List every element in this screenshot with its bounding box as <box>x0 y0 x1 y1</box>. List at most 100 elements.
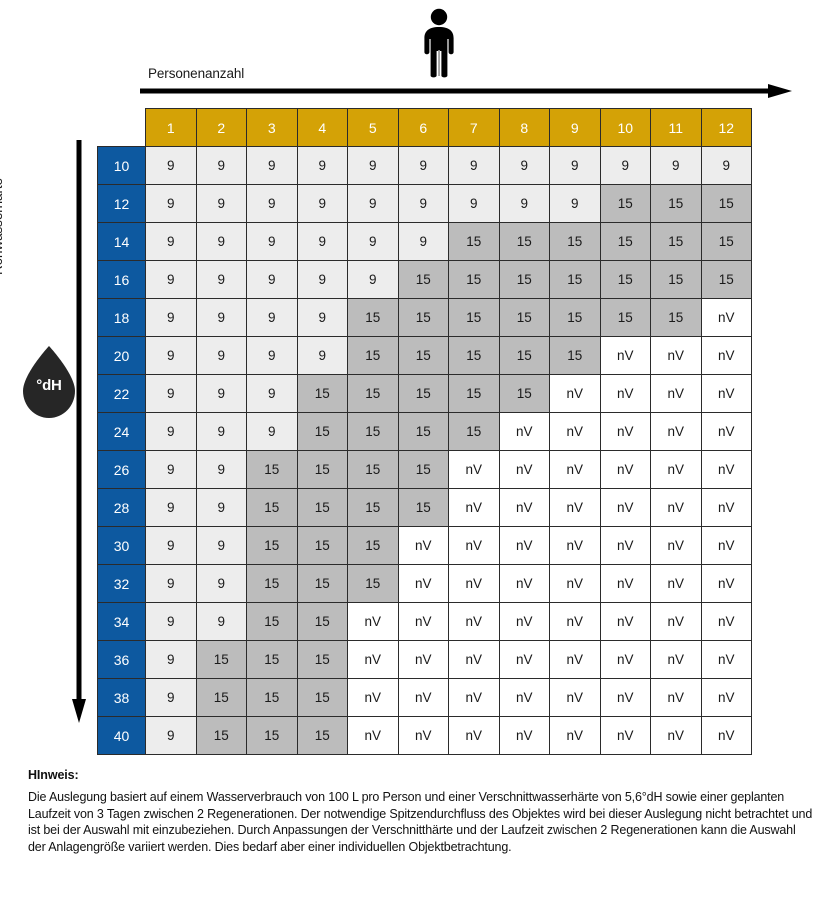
matrix-cell[interactable]: nV <box>700 488 752 527</box>
matrix-cell[interactable]: nV <box>347 678 399 717</box>
matrix-cell[interactable]: 15 <box>498 298 550 337</box>
matrix-cell[interactable]: 15 <box>296 374 348 413</box>
matrix-cell[interactable]: 9 <box>246 260 298 299</box>
matrix-cell[interactable]: nV <box>700 526 752 565</box>
matrix-cell[interactable]: 9 <box>145 450 197 489</box>
matrix-cell[interactable]: 9 <box>599 146 651 185</box>
row-header-28[interactable]: 28 <box>97 488 146 527</box>
matrix-cell[interactable]: nV <box>700 374 752 413</box>
column-header-9[interactable]: 9 <box>549 108 601 147</box>
matrix-cell[interactable]: 9 <box>145 222 197 261</box>
column-header-1[interactable]: 1 <box>145 108 197 147</box>
matrix-cell[interactable]: nV <box>650 374 702 413</box>
matrix-cell[interactable]: 15 <box>448 412 500 451</box>
matrix-cell[interactable]: nV <box>498 678 550 717</box>
row-header-38[interactable]: 38 <box>97 678 146 717</box>
matrix-cell[interactable]: nV <box>347 716 399 755</box>
column-header-7[interactable]: 7 <box>448 108 500 147</box>
matrix-cell[interactable]: nV <box>448 450 500 489</box>
row-header-40[interactable]: 40 <box>97 716 146 755</box>
matrix-cell[interactable]: nV <box>397 526 449 565</box>
matrix-cell[interactable]: nV <box>599 678 651 717</box>
matrix-cell[interactable]: 9 <box>195 374 247 413</box>
matrix-cell[interactable]: 15 <box>599 260 651 299</box>
matrix-cell[interactable]: 15 <box>498 374 550 413</box>
column-header-8[interactable]: 8 <box>498 108 550 147</box>
matrix-cell[interactable]: nV <box>397 564 449 603</box>
matrix-cell[interactable]: 15 <box>549 222 601 261</box>
matrix-cell[interactable]: 15 <box>498 222 550 261</box>
matrix-cell[interactable]: 15 <box>448 336 500 375</box>
matrix-cell[interactable]: nV <box>650 488 702 527</box>
matrix-cell[interactable]: nV <box>650 336 702 375</box>
matrix-cell[interactable]: nV <box>599 488 651 527</box>
matrix-cell[interactable]: 15 <box>397 412 449 451</box>
column-header-4[interactable]: 4 <box>296 108 348 147</box>
matrix-cell[interactable]: nV <box>700 336 752 375</box>
matrix-cell[interactable]: nV <box>700 716 752 755</box>
matrix-cell[interactable]: nV <box>549 564 601 603</box>
row-header-24[interactable]: 24 <box>97 412 146 451</box>
matrix-cell[interactable]: nV <box>599 374 651 413</box>
matrix-cell[interactable]: 15 <box>296 450 348 489</box>
matrix-cell[interactable]: 9 <box>397 146 449 185</box>
column-header-11[interactable]: 11 <box>650 108 702 147</box>
matrix-cell[interactable]: nV <box>498 526 550 565</box>
matrix-cell[interactable]: 9 <box>549 184 601 223</box>
matrix-cell[interactable]: 15 <box>347 488 399 527</box>
matrix-cell[interactable]: nV <box>650 564 702 603</box>
matrix-cell[interactable]: nV <box>650 678 702 717</box>
matrix-cell[interactable]: nV <box>549 602 601 641</box>
matrix-cell[interactable]: nV <box>448 488 500 527</box>
matrix-cell[interactable]: nV <box>498 564 550 603</box>
matrix-cell[interactable]: 9 <box>650 146 702 185</box>
matrix-cell[interactable]: 9 <box>347 260 399 299</box>
matrix-cell[interactable]: nV <box>397 640 449 679</box>
matrix-cell[interactable]: 9 <box>246 298 298 337</box>
matrix-cell[interactable]: 9 <box>448 146 500 185</box>
row-header-14[interactable]: 14 <box>97 222 146 261</box>
matrix-cell[interactable]: 15 <box>549 336 601 375</box>
matrix-cell[interactable]: 15 <box>195 716 247 755</box>
matrix-cell[interactable]: 9 <box>145 298 197 337</box>
matrix-cell[interactable]: 15 <box>700 184 752 223</box>
matrix-cell[interactable]: 15 <box>599 184 651 223</box>
matrix-cell[interactable]: nV <box>650 450 702 489</box>
column-header-10[interactable]: 10 <box>599 108 651 147</box>
matrix-cell[interactable]: nV <box>549 450 601 489</box>
matrix-cell[interactable]: nV <box>549 488 601 527</box>
matrix-cell[interactable]: nV <box>599 716 651 755</box>
column-header-12[interactable]: 12 <box>700 108 752 147</box>
matrix-cell[interactable]: 9 <box>145 260 197 299</box>
matrix-cell[interactable]: 9 <box>195 260 247 299</box>
matrix-cell[interactable]: 15 <box>347 374 399 413</box>
matrix-cell[interactable]: 9 <box>195 450 247 489</box>
matrix-cell[interactable]: 9 <box>195 412 247 451</box>
matrix-cell[interactable]: 9 <box>246 222 298 261</box>
row-header-12[interactable]: 12 <box>97 184 146 223</box>
matrix-cell[interactable]: 9 <box>700 146 752 185</box>
matrix-cell[interactable]: 15 <box>397 450 449 489</box>
matrix-cell[interactable]: 15 <box>650 222 702 261</box>
matrix-cell[interactable]: 15 <box>498 336 550 375</box>
matrix-cell[interactable]: 15 <box>347 336 399 375</box>
matrix-cell[interactable]: nV <box>650 526 702 565</box>
matrix-cell[interactable]: 15 <box>650 260 702 299</box>
matrix-cell[interactable]: nV <box>347 640 399 679</box>
matrix-cell[interactable]: 9 <box>448 184 500 223</box>
matrix-cell[interactable]: 15 <box>599 298 651 337</box>
matrix-cell[interactable]: 15 <box>448 222 500 261</box>
matrix-cell[interactable]: nV <box>498 602 550 641</box>
matrix-cell[interactable]: 9 <box>296 336 348 375</box>
column-header-6[interactable]: 6 <box>397 108 449 147</box>
matrix-cell[interactable]: 9 <box>195 488 247 527</box>
matrix-cell[interactable]: 15 <box>397 336 449 375</box>
matrix-cell[interactable]: 15 <box>700 222 752 261</box>
matrix-cell[interactable]: nV <box>549 526 601 565</box>
matrix-cell[interactable]: 9 <box>145 716 197 755</box>
matrix-cell[interactable]: 15 <box>397 298 449 337</box>
matrix-cell[interactable]: nV <box>498 488 550 527</box>
matrix-cell[interactable]: 15 <box>246 526 298 565</box>
matrix-cell[interactable]: 15 <box>347 450 399 489</box>
matrix-cell[interactable]: nV <box>448 678 500 717</box>
